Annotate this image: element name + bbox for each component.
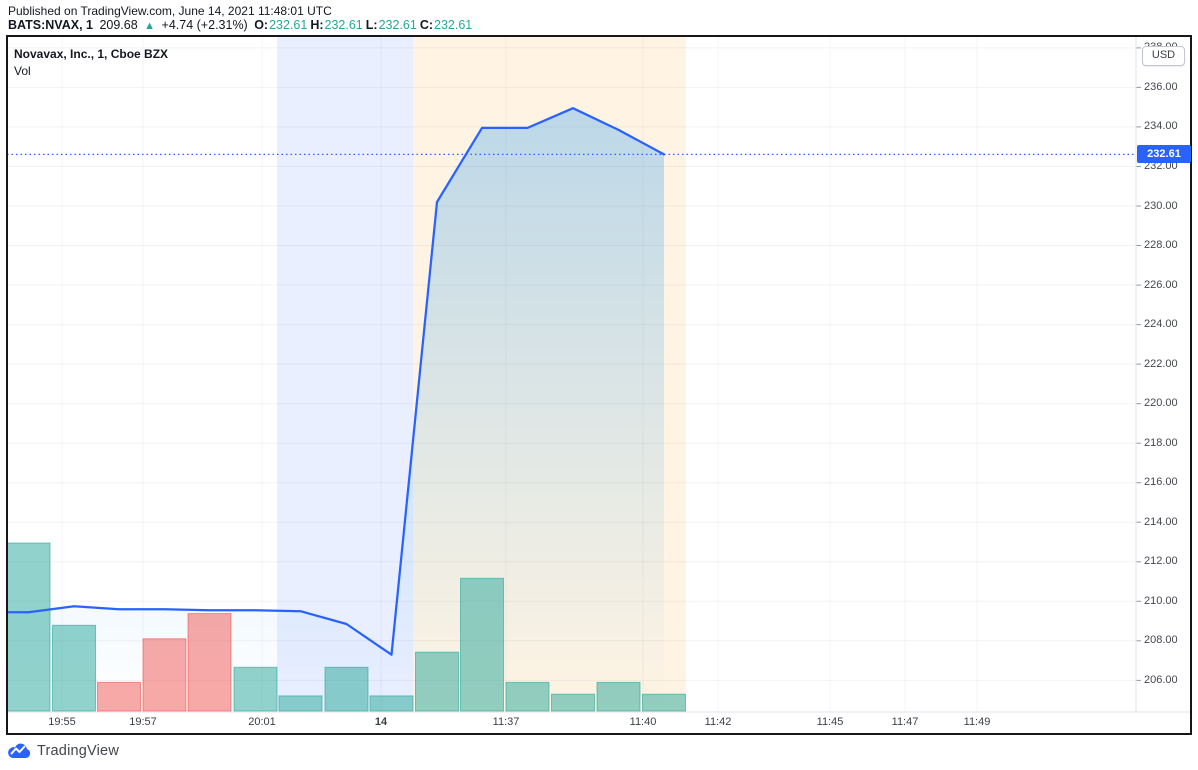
published-line: Published on TradingView.com, June 14, 2… <box>8 4 332 18</box>
time-axis-label: 11:45 <box>816 716 844 728</box>
time-axis-label: 11:42 <box>704 716 732 728</box>
price-axis-label: 206.00 <box>1144 673 1178 686</box>
last-price-text: 209.68 <box>99 18 138 32</box>
time-axis-label: 20:01 <box>248 716 276 728</box>
ohlc-label: C: <box>419 18 434 32</box>
up-arrow-icon: ▲ <box>144 20 156 32</box>
time-axis-label: 19:57 <box>129 716 157 728</box>
time-scale[interactable]: 19:55 19:57 20:01 14 11:37 11:40 11:42 11:45 11:… <box>7 712 1191 734</box>
tradingview-cloud-logo-icon <box>8 743 31 758</box>
price-axis-label: 210.00 <box>1144 594 1178 607</box>
change-text: +4.74 (+2.31%) <box>161 18 248 32</box>
time-axis-label: 19:55 <box>48 716 76 728</box>
ohlc-values: O:232.61 H:232.61 L:232.61 C:232.61 <box>254 18 475 32</box>
price-axis-label: 226.00 <box>1144 278 1178 291</box>
legend-symbol-title: Novavax, Inc., 1, Cboe BZX <box>14 47 169 61</box>
ohlc-value: 232.61 <box>269 18 308 32</box>
price-axis-label: 228.00 <box>1144 239 1178 251</box>
legend-volume-indicator: Vol <box>14 64 31 78</box>
time-axis-label: 14 <box>374 716 388 728</box>
ohlc-label: L: <box>365 18 378 32</box>
ticker-summary-line: BATS:NVAX, 1 209.68 ▲ +4.74 (+2.31%) O:2… <box>8 18 478 32</box>
price-axis-label: 212.00 <box>1144 555 1178 568</box>
price-axis-label: 230.00 <box>1144 199 1178 212</box>
price-axis-label: 208.00 <box>1144 634 1178 647</box>
price-axis-label: 218.00 <box>1144 436 1178 449</box>
ohlc-value: 232.61 <box>378 18 417 32</box>
tradingview-brand-link[interactable]: TradingView <box>7 742 119 759</box>
time-axis-label: 11:47 <box>891 716 919 728</box>
time-axis-label: 11:40 <box>629 716 657 728</box>
price-axis-label: 220.00 <box>1144 397 1178 410</box>
price-axis-label: 236.00 <box>1144 80 1178 93</box>
price-axis-label: 214.00 <box>1144 515 1178 528</box>
last-price-badge: 232.61 <box>1137 145 1191 164</box>
chart-legend: Novavax, Inc., 1, Cboe BZX Vol <box>14 47 168 78</box>
ohlc-value: 232.61 <box>324 18 363 32</box>
symbol-label: BATS:NVAX, 1 <box>8 18 93 32</box>
ohlc-label: H: <box>310 18 324 32</box>
ohlc-value: 232.61 <box>434 18 473 32</box>
ohlc-label: O: <box>254 18 269 32</box>
price-axis-label: 222.00 <box>1144 357 1178 370</box>
currency-button[interactable]: USD <box>1142 46 1185 66</box>
time-axis-label: 11:37 <box>492 716 520 728</box>
price-scale[interactable]: 206.00 208.00 210.00 212.00 214.00 216.00 218.… <box>1137 37 1190 712</box>
price-axis-label: 216.00 <box>1144 476 1178 489</box>
price-axis-label: 224.00 <box>1144 318 1178 331</box>
time-axis-label: 11:49 <box>963 716 991 728</box>
price-axis-label: 234.00 <box>1144 120 1178 133</box>
tradingview-brand-text: TradingView <box>37 742 119 759</box>
